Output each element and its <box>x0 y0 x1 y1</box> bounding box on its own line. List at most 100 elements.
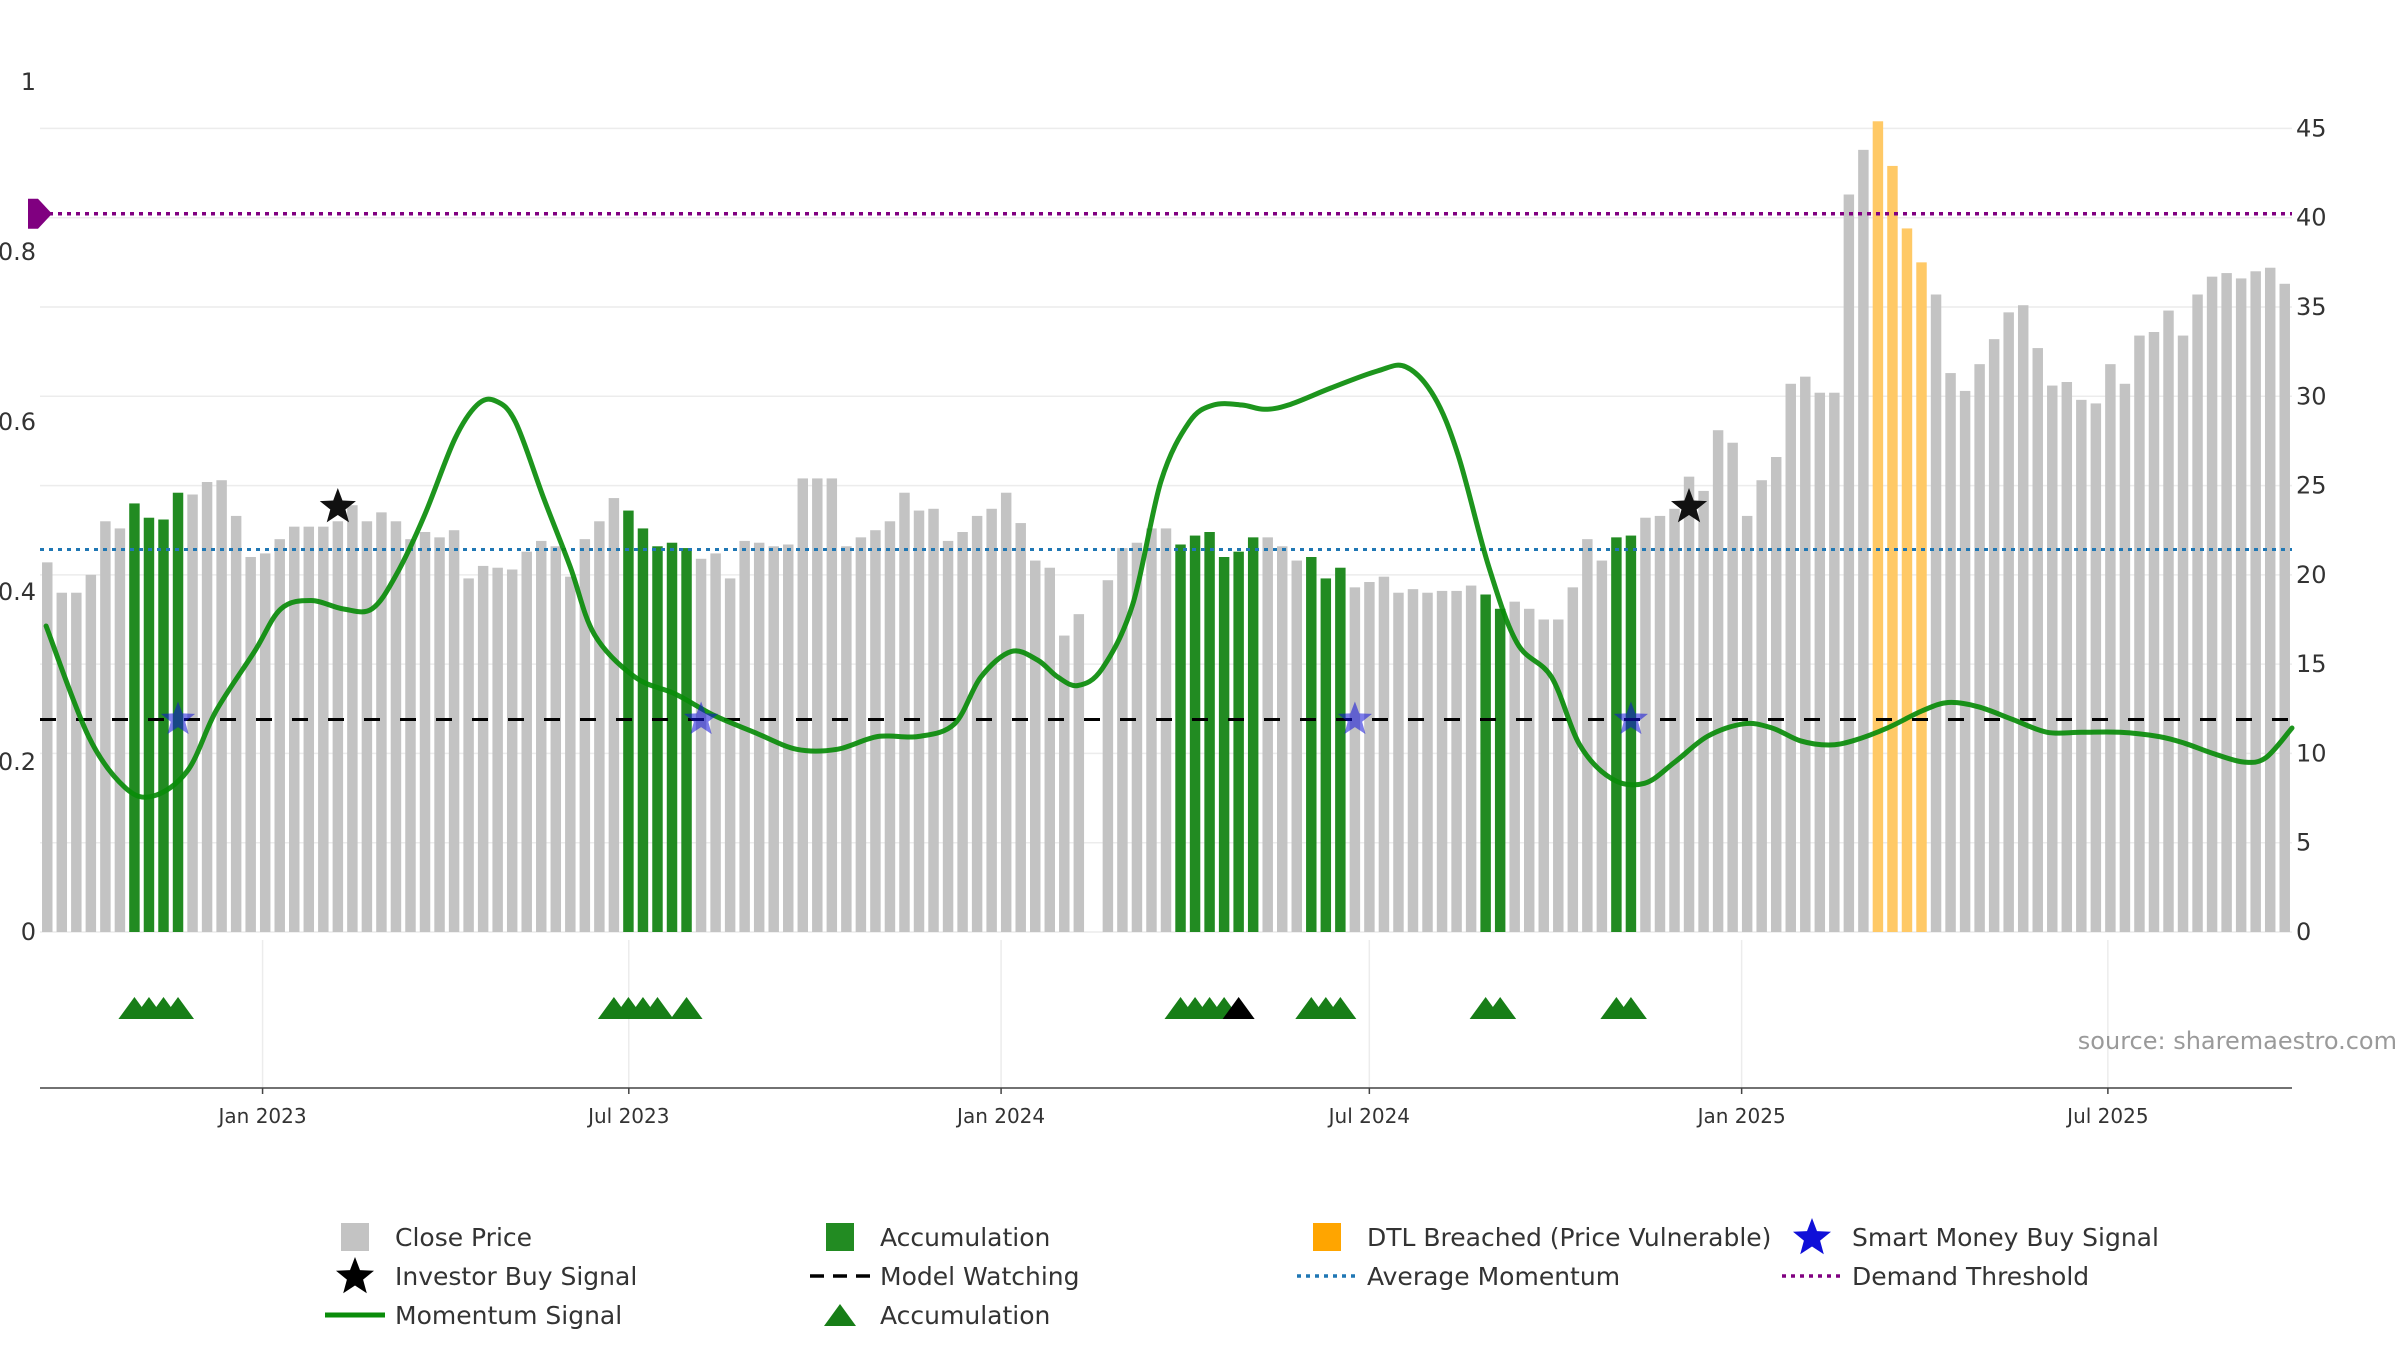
close-price-bar <box>2206 276 2218 933</box>
close-price-bar <box>1974 364 1985 933</box>
smart-money-star-icon <box>1793 1218 1831 1255</box>
close-price-bar <box>812 478 823 932</box>
accumulation-bar <box>1611 537 1622 932</box>
legend-item-avg: Average Momentum <box>1297 1262 1620 1291</box>
accumulation-bar <box>1189 535 1201 932</box>
close-price-bar <box>1509 601 1520 932</box>
close-price-bar <box>85 574 97 932</box>
close-price-bar <box>1059 635 1070 932</box>
smart-money-buy-star <box>1613 701 1648 735</box>
x-axis-tick-label: Jul 2023 <box>586 1104 669 1128</box>
signal-markers <box>118 488 1708 1019</box>
close-price-bar <box>1698 490 1709 932</box>
accumulation-bar <box>1335 567 1346 932</box>
close-price-bar <box>2119 383 2131 932</box>
legend-label: Accumulation <box>880 1223 1050 1252</box>
right-axis-tick-label: 5 <box>2296 829 2311 857</box>
close-price-bar <box>2250 271 2261 932</box>
legend-item-accum_bar: Accumulation <box>826 1223 1050 1252</box>
accumulation-bar <box>1625 535 1637 932</box>
close-price-bar <box>361 521 373 932</box>
smart-money-buy-star <box>684 701 719 735</box>
close-price-bar <box>1160 528 1172 932</box>
close-price-bar <box>2105 364 2116 933</box>
close-price-bar <box>1858 149 1869 932</box>
legend-label: Demand Threshold <box>1852 1262 2089 1291</box>
close-price-bar <box>448 530 460 932</box>
close-price-bar <box>274 539 285 932</box>
close-price-bar <box>739 540 750 932</box>
accumulation-bar <box>681 548 692 932</box>
close-price-bar <box>942 540 954 932</box>
investor-star-icon <box>336 1257 374 1294</box>
close-price-bar <box>419 532 431 932</box>
close-price-bar <box>477 565 489 932</box>
close-price-bar <box>2003 312 2014 932</box>
close-price-bar <box>347 505 358 932</box>
legend-label: Investor Buy Signal <box>395 1262 637 1291</box>
close-price-bar <box>1596 560 1608 932</box>
price-bars <box>42 121 2290 933</box>
close-price-bar <box>1640 517 1651 932</box>
right-axis-tick-label: 30 <box>2296 382 2327 410</box>
close-price-bar <box>2192 294 2203 932</box>
right-axis-tick-label: 15 <box>2296 650 2327 678</box>
close-price-bar <box>463 578 474 932</box>
close-price-bar <box>783 544 794 932</box>
close-price-bar <box>1553 619 1564 932</box>
close-price-bar <box>899 492 910 932</box>
close-price-bar <box>1407 589 1419 932</box>
x-axis-tick-label: Jul 2025 <box>2065 1104 2148 1128</box>
close-price-bar <box>710 553 721 932</box>
momentum-series <box>43 362 2295 800</box>
right-axis-tick-label: 20 <box>2296 561 2327 589</box>
close-price-bar <box>957 532 968 932</box>
close-price-bar <box>1683 476 1695 932</box>
close-price-bar <box>100 521 111 932</box>
right-axis-tick-label: 10 <box>2296 739 2327 767</box>
close-price-bar <box>1146 528 1157 932</box>
x-axis-tick-label: Jan 2025 <box>1696 1104 1786 1128</box>
close-price-bar <box>565 576 576 932</box>
close-price-bar <box>1800 376 1811 933</box>
close-price-bar <box>826 478 838 932</box>
close-price-bar <box>1044 567 1055 932</box>
close-price-bar <box>2177 335 2189 933</box>
close-price-bar <box>390 521 402 932</box>
close-price-bar <box>1117 548 1128 932</box>
close-price-bar <box>2264 267 2276 932</box>
close-price-bar <box>245 557 256 932</box>
close-price-bar <box>1378 576 1390 932</box>
close-price-bar <box>797 478 809 932</box>
left-axis-tick-label: 1 <box>21 68 36 96</box>
left-axis-tick-label: 0.6 <box>0 408 36 436</box>
close-price-bar <box>289 526 300 932</box>
close-price-bar <box>303 526 315 932</box>
close-price-bar <box>1131 542 1143 932</box>
close-price-bar <box>2148 332 2160 932</box>
right-axis-tick-label: 45 <box>2296 114 2327 142</box>
legend-item-close: Close Price <box>341 1223 532 1252</box>
close-price-bar <box>1567 587 1579 932</box>
close-price-bar <box>1829 392 1840 932</box>
accumulation-bar <box>652 546 663 932</box>
close-price-bar <box>1364 582 1375 932</box>
close-price-bar <box>841 546 852 932</box>
close-price-bar <box>1727 442 1738 932</box>
momentum-signal-line <box>43 362 2295 800</box>
close-price-bar <box>971 515 983 932</box>
close-price-bar <box>1843 194 1855 932</box>
legend-label: Accumulation <box>880 1301 1050 1330</box>
close-price-bar <box>1930 294 1942 932</box>
close-price-bar <box>1465 585 1477 932</box>
close-price-bar <box>2221 273 2232 933</box>
close-price-bar <box>2134 335 2145 933</box>
demand-threshold-marker <box>28 198 52 229</box>
close-price-bar <box>1030 560 1041 932</box>
left-axis-tick-label: 0.4 <box>0 578 36 606</box>
legend-item-momentum: Momentum Signal <box>325 1301 622 1330</box>
smart-money-buy-star <box>160 701 196 735</box>
accumulation-bar <box>1218 557 1230 932</box>
